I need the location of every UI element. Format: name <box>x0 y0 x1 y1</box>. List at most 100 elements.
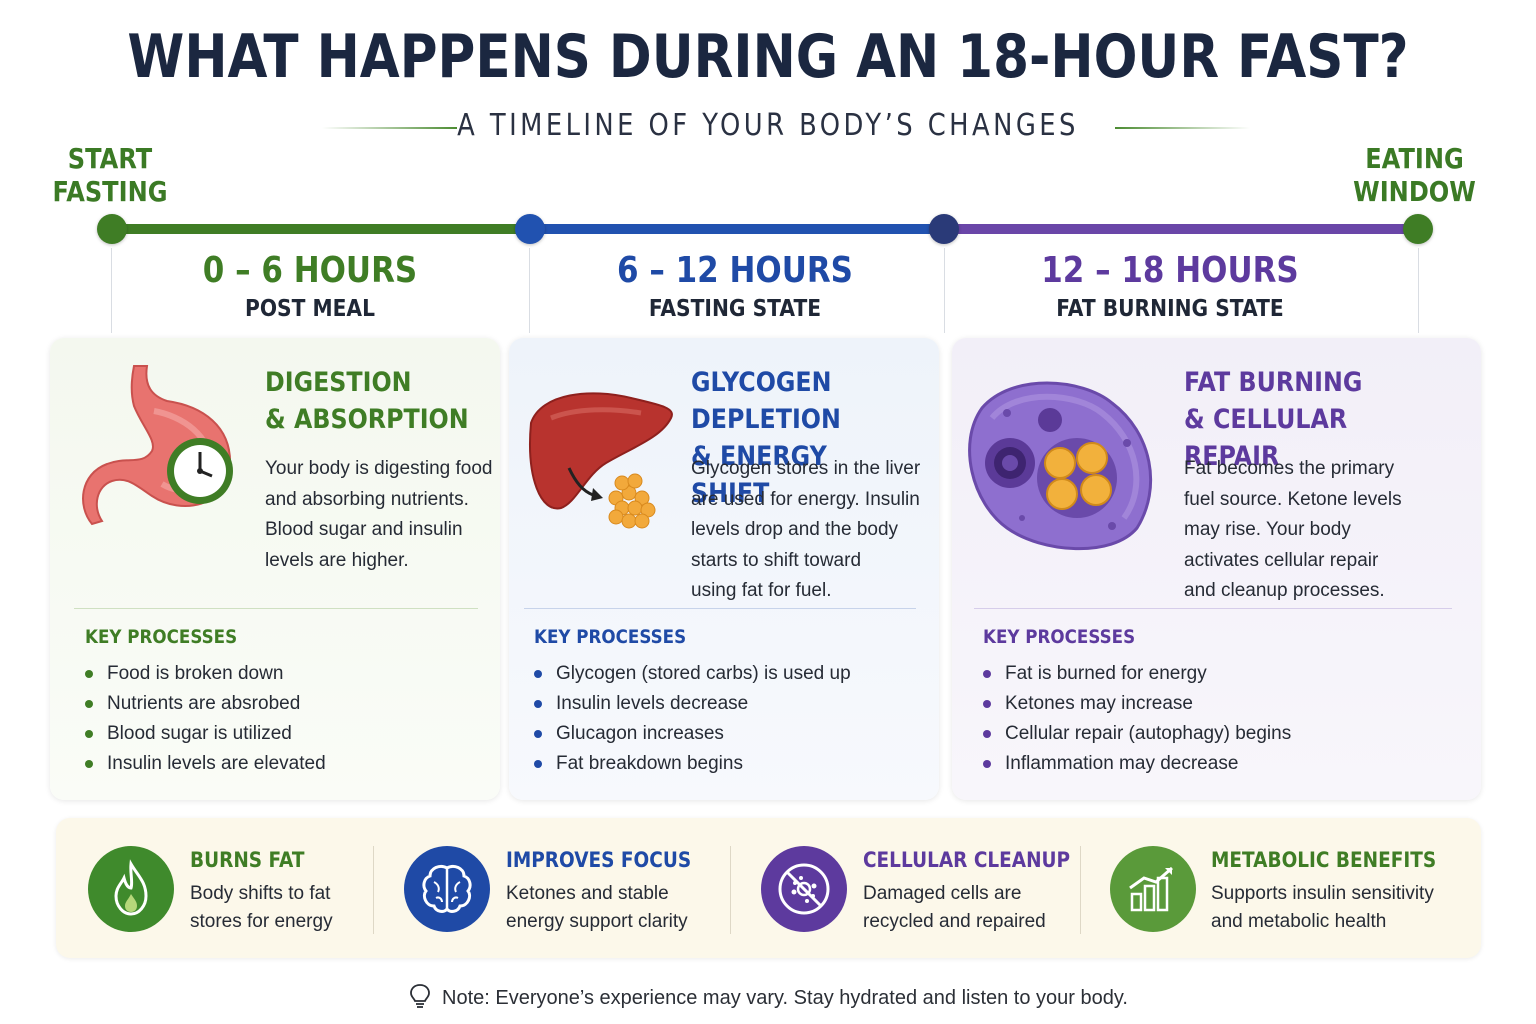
benefit-title: BURNS FAT <box>190 848 305 872</box>
benefit-text-line: stores for energy <box>190 911 333 932</box>
benefit-text-line: recycled and repaired <box>863 911 1046 932</box>
footer-note: Note: Everyone’s experience may vary. St… <box>0 983 1536 1015</box>
list-item-text: Inflammation may decrease <box>1005 753 1239 774</box>
card-heading-line: & CELLULAR REPAIR <box>1184 404 1348 472</box>
phase-1-hours: 0 – 6 HOURS <box>202 250 418 291</box>
page-subtitle: A TIMELINE OF YOUR BODY’S CHANGES <box>457 108 1079 143</box>
start-fasting-label: START FASTING <box>50 142 170 208</box>
phase-card-glycogen: GLYCOGEN DEPLETION & ENERGY SHIFT Glycog… <box>509 338 939 800</box>
lightbulb-icon <box>408 983 432 1015</box>
bullet-icon <box>534 760 542 768</box>
description-line: fuel source. Ketone levels <box>1184 488 1402 510</box>
benefit-title: CELLULAR CLEANUP <box>863 848 1071 872</box>
subtitle-row: A TIMELINE OF YOUR BODY’S CHANGES <box>0 108 1536 148</box>
timeline-dot-end <box>1403 214 1433 244</box>
timeline-drop-line <box>1418 248 1419 333</box>
description-line: and cleanup processes. <box>1184 580 1385 602</box>
list-item: Fat is burned for energy <box>983 659 1291 689</box>
benefit-text: Ketones and stable energy support clarit… <box>506 880 688 936</box>
list-item: Ketones may increase <box>983 689 1291 719</box>
bullet-icon <box>534 670 542 678</box>
phase-card-fat-burning: FAT BURNING & CELLULAR REPAIR Fat become… <box>952 338 1481 800</box>
list-item: Blood sugar is utilized <box>85 719 326 749</box>
key-processes-label: KEY PROCESSES <box>534 626 687 648</box>
bullet-icon <box>85 730 93 738</box>
list-item-text: Food is broken down <box>107 663 284 684</box>
phase-card-digestion: DIGESTION & ABSORPTION Your body is dige… <box>50 338 500 800</box>
flame-icon <box>88 846 174 932</box>
benefit-text-line: Supports insulin sensitivity <box>1211 883 1434 904</box>
benefit-text-line: Body shifts to fat <box>190 883 331 904</box>
list-item-text: Glucagon increases <box>556 723 724 744</box>
timeline-segment-green <box>112 224 530 234</box>
card-description: Your body is digesting food and absorbin… <box>265 454 492 576</box>
description-line: starts to shift toward <box>691 549 862 571</box>
list-item: Glycogen (stored carbs) is used up <box>534 659 851 689</box>
bullet-icon <box>534 700 542 708</box>
page-title: WHAT HAPPENS DURING AN 18-HOUR FAST? <box>127 22 1409 92</box>
key-processes-label: KEY PROCESSES <box>983 626 1136 648</box>
bullet-icon <box>983 760 991 768</box>
start-label-line-2: FASTING <box>52 175 168 208</box>
start-label-line-1: START <box>67 142 153 175</box>
benefit-separator <box>373 846 374 934</box>
description-line: are used for energy. Insulin <box>691 488 920 510</box>
card-divider <box>74 608 478 609</box>
card-heading: DIGESTION & ABSORPTION <box>265 364 469 438</box>
list-item: Insulin levels are elevated <box>85 749 326 779</box>
list-item: Food is broken down <box>85 659 326 689</box>
phase-2-hours: 6 – 12 HOURS <box>617 250 853 291</box>
description-line: levels are higher. <box>265 549 409 571</box>
list-item: Glucagon increases <box>534 719 851 749</box>
benefit-text: Supports insulin sensitivity and metabol… <box>1211 880 1434 936</box>
timeline-segment-blue <box>530 224 944 234</box>
description-line: Glycogen stores in the liver <box>691 458 921 479</box>
timeline-segment-purple <box>944 224 1418 234</box>
list-item-text: Fat breakdown begins <box>556 753 743 774</box>
timeline-dot-6h <box>515 214 545 244</box>
subtitle-divider-left <box>322 127 457 129</box>
list-item-text: Insulin levels are elevated <box>107 753 326 774</box>
card-heading-line: DIGESTION <box>265 367 412 398</box>
fat-cell-icon <box>962 368 1162 558</box>
timeline-drop-line <box>111 248 112 333</box>
description-line: and absorbing nutrients. <box>265 488 469 510</box>
brain-icon <box>404 846 490 932</box>
phase-2-state: FASTING STATE <box>648 296 822 322</box>
card-heading: GLYCOGEN DEPLETION & ENERGY SHIFT <box>691 364 909 512</box>
benefit-text-line: Ketones and stable <box>506 883 669 904</box>
benefit-separator <box>1080 846 1081 934</box>
card-heading-line: FAT BURNING <box>1184 367 1363 398</box>
bullet-icon <box>983 670 991 678</box>
eating-window-label: EATING WINDOW <box>1352 142 1477 208</box>
subtitle-divider-right <box>1115 127 1250 129</box>
description-line: levels drop and the body <box>691 519 899 541</box>
key-processes-label: KEY PROCESSES <box>85 626 238 648</box>
benefit-title: METABOLIC BENEFITS <box>1211 848 1437 872</box>
list-item: Fat breakdown begins <box>534 749 851 779</box>
timeline-dot-12h <box>929 214 959 244</box>
key-processes-list: Food is broken down Nutrients are absrob… <box>85 659 326 779</box>
card-description: Fat becomes the primary fuel source. Ket… <box>1184 454 1402 607</box>
benefit-text: Body shifts to fat stores for energy <box>190 880 333 936</box>
phase-3-state: FAT BURNING STATE <box>1056 296 1284 322</box>
description-line: may rise. Your body <box>1184 519 1351 541</box>
cell-cleanup-icon <box>761 846 847 932</box>
description-line: using fat for fuel. <box>691 580 832 602</box>
list-item: Cellular repair (autophagy) begins <box>983 719 1291 749</box>
card-heading-line: GLYCOGEN DEPLETION <box>691 367 841 435</box>
bullet-icon <box>85 760 93 768</box>
benefit-title: IMPROVES FOCUS <box>506 848 692 872</box>
list-item-text: Ketones may increase <box>1005 693 1193 714</box>
phase-3-hours: 12 – 18 HOURS <box>1041 250 1299 291</box>
benefit-text: Damaged cells are recycled and repaired <box>863 880 1046 936</box>
description-line: activates cellular repair <box>1184 549 1379 571</box>
list-item-text: Blood sugar is utilized <box>107 723 292 744</box>
key-processes-list: Glycogen (stored carbs) is used up Insul… <box>534 659 851 779</box>
list-item-text: Nutrients are absrobed <box>107 693 301 714</box>
end-label-line-2: WINDOW <box>1353 175 1476 208</box>
card-description: Glycogen stores in the liver are used fo… <box>691 454 920 607</box>
benefit-text-line: energy support clarity <box>506 911 688 932</box>
list-item-text: Fat is burned for energy <box>1005 663 1207 684</box>
list-item-text: Cellular repair (autophagy) begins <box>1005 723 1292 744</box>
